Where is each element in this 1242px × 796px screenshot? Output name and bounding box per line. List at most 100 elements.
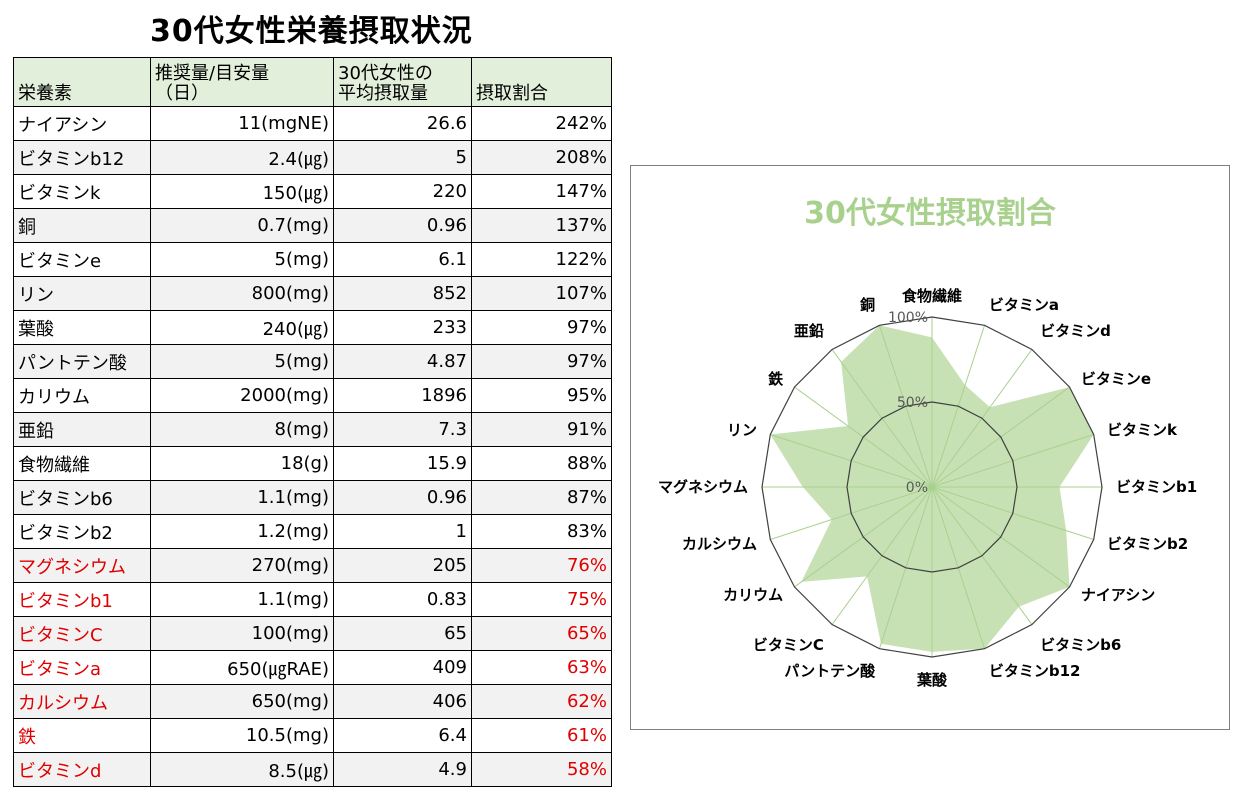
recommended-cell: 800(mg) [150,276,334,311]
category-label: ビタミンe [1081,370,1151,388]
category-label: マグネシウム [658,478,748,496]
nutrient-cell: ビタミンC [13,616,151,651]
intake-ratio-cell: 76% [471,548,612,583]
recommended-cell: 11(mgNE) [150,106,334,141]
table-row: カルシウム 650(mg) 406 62% [13,684,612,719]
header-recommended: 推奨量/目安量 （日） [150,57,334,107]
recommended-cell: 150(㎍) [150,174,334,209]
recommended-cell: 1.2(mg) [150,514,334,549]
category-label: ビタミンC [753,636,824,654]
intake-ratio-cell: 75% [471,582,612,617]
category-label: ビタミンd [1040,322,1111,340]
nutrient-cell: ビタミンb12 [13,140,151,175]
average-intake-cell: 205 [333,548,472,583]
category-label: ナイアシン [1081,586,1155,604]
table-row: ビタミンa 650(㎍RAE) 409 63% [13,650,612,685]
table-header-row: 栄養素 推奨量/目安量 （日） 30代女性の 平均摂取量 摂取割合 [13,57,612,107]
nutrient-cell: 銅 [13,208,151,243]
nutrient-cell: カルシウム [13,684,151,719]
table-row: 亜鉛 8(mg) 7.3 91% [13,412,612,447]
average-intake-cell: 5 [333,140,472,175]
intake-ratio-cell: 62% [471,684,612,719]
recommended-cell: 2.4(㎍) [150,140,334,175]
category-label: カルシウム [682,535,757,553]
recommended-cell: 240(㎍) [150,310,334,345]
average-intake-cell: 1 [333,514,472,549]
intake-ratio-cell: 91% [471,412,612,447]
category-label: ビタミンb12 [989,662,1081,680]
recommended-cell: 2000(mg) [150,378,334,413]
category-label: パントテン酸 [784,662,876,680]
nutrition-table: 栄養素 推奨量/目安量 （日） 30代女性の 平均摂取量 摂取割合 ナイアシン 11(… [13,57,612,787]
table-row: 鉄 10.5(mg) 6.4 61% [13,718,612,753]
recommended-cell: 8.5(㎍) [150,752,334,787]
intake-ratio-cell: 63% [471,650,612,685]
average-intake-cell: 0.96 [333,480,472,515]
average-intake-cell: 1896 [333,378,472,413]
radial-tick-label: 50% [897,395,928,411]
recommended-cell: 650(㎍RAE) [150,650,334,685]
category-label: 葉酸 [916,671,948,689]
radial-tick-label: 100% [888,310,928,326]
table-row: ビタミンb2 1.2(mg) 1 83% [13,514,612,549]
table-row: ビタミンe 5(mg) 6.1 122% [13,242,612,277]
average-intake-cell: 233 [333,310,472,345]
intake-ratio-cell: 147% [471,174,612,209]
average-intake-cell: 409 [333,650,472,685]
page-title: 30代女性栄養摂取状況 [150,14,473,49]
recommended-cell: 100(mg) [150,616,334,651]
category-label: ビタミンb6 [1040,636,1121,654]
intake-ratio-cell: 88% [471,446,612,481]
intake-ratio-cell: 137% [471,208,612,243]
table-row: リン 800(mg) 852 107% [13,276,612,311]
recommended-cell: 8(mg) [150,412,334,447]
recommended-cell: 18(g) [150,446,334,481]
table-row: ナイアシン 11(mgNE) 26.6 242% [13,106,612,141]
average-intake-cell: 6.1 [333,242,472,277]
table-row: パントテン酸 5(mg) 4.87 97% [13,344,612,379]
table-row: マグネシウム 270(mg) 205 76% [13,548,612,583]
average-intake-cell: 0.96 [333,208,472,243]
nutrient-cell: ビタミンa [13,650,151,685]
average-intake-cell: 220 [333,174,472,209]
intake-ratio-cell: 95% [471,378,612,413]
category-label: 亜鉛 [794,322,824,340]
table-row: ビタミンb12 2.4(㎍) 5 208% [13,140,612,175]
intake-ratio-cell: 122% [471,242,612,277]
category-label: カリウム [723,586,783,604]
category-label: 食物繊維 [902,287,962,305]
average-intake-cell: 852 [333,276,472,311]
average-intake-cell: 7.3 [333,412,472,447]
radar-ring-100 [761,316,1103,658]
nutrient-cell: ビタミンd [13,752,151,787]
table-row: ビタミンb1 1.1(mg) 0.83 75% [13,582,612,617]
recommended-cell: 1.1(mg) [150,480,334,515]
recommended-cell: 1.1(mg) [150,582,334,617]
nutrient-cell: ナイアシン [13,106,151,141]
recommended-cell: 10.5(mg) [150,718,334,753]
category-label: ビタミンk [1107,421,1178,439]
intake-ratio-cell: 87% [471,480,612,515]
nutrient-cell: ビタミンk [13,174,151,209]
nutrient-cell: 食物繊維 [13,446,151,481]
intake-ratio-cell: 58% [471,752,612,787]
nutrient-cell: パントテン酸 [13,344,151,379]
intake-ratio-cell: 242% [471,106,612,141]
intake-ratio-cell: 97% [471,310,612,345]
average-intake-cell: 406 [333,684,472,719]
radar-ring-50 [846,401,1018,573]
table-row: 食物繊維 18(g) 15.9 88% [13,446,612,481]
intake-ratio-cell: 97% [471,344,612,379]
header-nutrient: 栄養素 [13,57,151,107]
table-row: ビタミンb6 1.1(mg) 0.96 87% [13,480,612,515]
average-intake-cell: 4.9 [333,752,472,787]
chart-title: 30代女性摂取割合 [804,196,1056,231]
recommended-cell: 650(mg) [150,684,334,719]
average-intake-cell: 26.6 [333,106,472,141]
radial-tick-label: 0% [906,480,928,496]
header-intake-ratio: 摂取割合 [471,57,612,107]
table-row: カリウム 2000(mg) 1896 95% [13,378,612,413]
table-row: ビタミンd 8.5(㎍) 4.9 58% [13,752,612,787]
category-label: リン [727,421,757,439]
